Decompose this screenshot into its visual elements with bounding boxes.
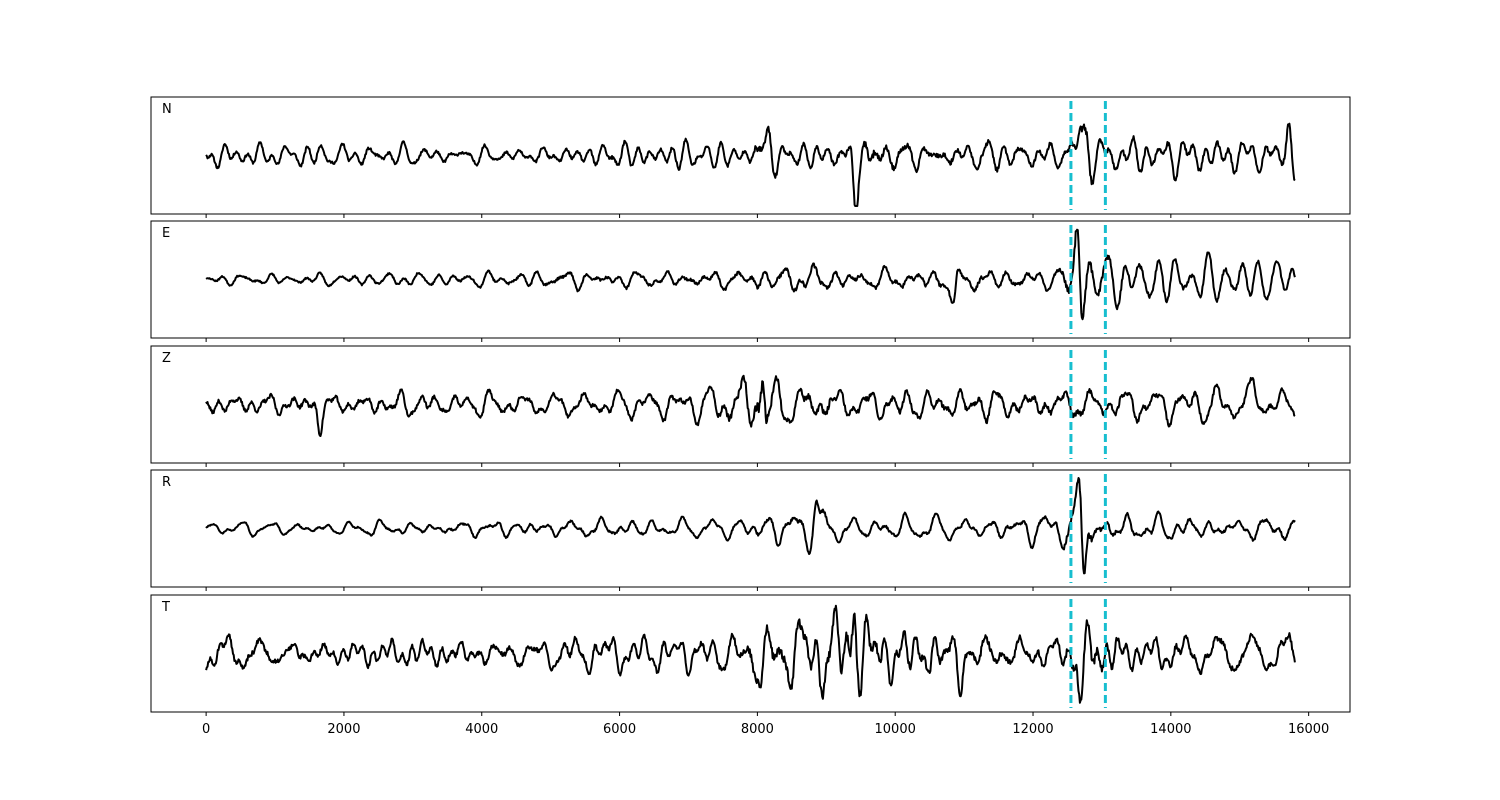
x-tick-label: 0 (202, 722, 210, 737)
x-tick-label: 10000 (875, 722, 916, 737)
panel-frame (150, 220, 1351, 339)
panel-label-t: T (161, 600, 170, 615)
panel-frame (150, 594, 1351, 713)
trace-t (205, 604, 1296, 704)
x-tick-label: 12000 (1012, 722, 1053, 737)
x-tick-label: 8000 (741, 722, 774, 737)
panel-frame (150, 469, 1351, 588)
panel-label-r: R (162, 475, 171, 490)
panel-z: Z (150, 345, 1351, 467)
panel-label-e: E (162, 226, 170, 241)
x-tick-label: 4000 (465, 722, 498, 737)
x-tick-label: 6000 (603, 722, 636, 737)
trace-z (205, 374, 1296, 437)
x-tick-label: 16000 (1288, 722, 1329, 737)
panel-frame (150, 96, 1351, 215)
panel-r: R (150, 469, 1351, 591)
x-tick-label: 2000 (327, 722, 360, 737)
panel-n: N (150, 96, 1351, 218)
trace-e (205, 228, 1296, 321)
x-tick-label: 14000 (1150, 722, 1191, 737)
trace-r (205, 477, 1296, 575)
panel-t: T (150, 594, 1351, 716)
panel-label-n: N (162, 102, 172, 117)
trace-n (205, 122, 1296, 207)
panel-frame (150, 345, 1351, 464)
panel-e: E (150, 220, 1351, 342)
panel-label-z: Z (162, 351, 171, 366)
